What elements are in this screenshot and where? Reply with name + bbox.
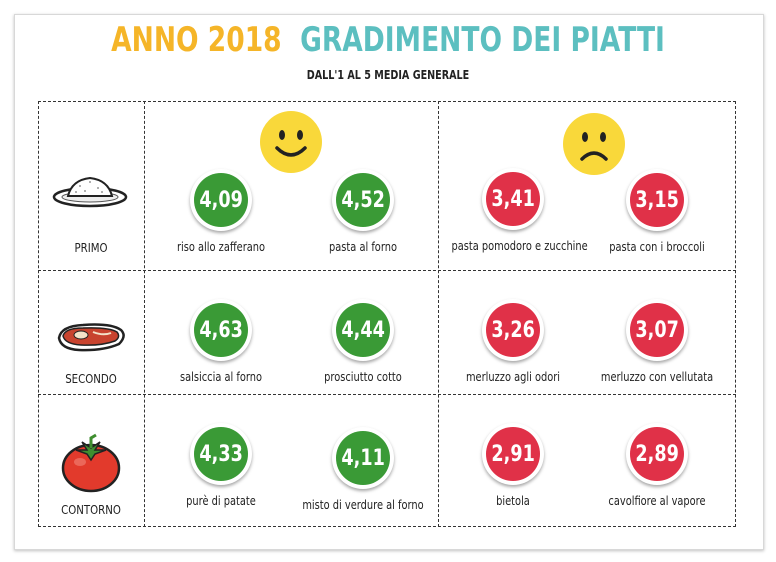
score-badge: 4,63 [190,299,252,361]
dish-name: salsiccia al forno [180,370,262,384]
dish-name: merluzzo agli odori [465,370,561,384]
dish-name: pasta pomodoro e zucchine [451,239,588,253]
grid-divider [38,270,736,271]
dish-cell: 4,44 prosciutto cotto [288,299,438,384]
happy-face-icon [260,111,322,173]
grid-divider [38,394,736,395]
dish-cell: 4,63 salsiccia al forno [146,299,296,384]
score-value: 2,91 [491,441,535,467]
score-badge: 3,07 [626,299,688,361]
dish-name: merluzzo con vellutata [600,370,714,384]
ratings-table [38,101,736,527]
dish-cell: 3,41 pasta pomodoro e zucchine [438,168,588,253]
score-value: 4,63 [199,317,243,343]
page-title: ANNO 2018 GRADIMENTO DEI PIATTI [85,20,690,60]
dish-name: cavolfiore al vapore [608,494,706,508]
score-value: 2,89 [635,441,679,467]
score-value: 4,44 [341,317,385,343]
dish-cell: 3,26 merluzzo agli odori [438,299,588,384]
score-badge: 4,44 [332,299,394,361]
dish-name: misto di verdure al forno [302,498,424,512]
score-value: 4,09 [199,187,243,213]
score-badge: 2,91 [482,423,544,485]
score-badge: 3,26 [482,299,544,361]
score-circle: 3,15 [630,173,684,227]
score-badge: 4,33 [190,423,252,485]
score-circle: 3,26 [486,303,540,357]
tomato-icon [61,433,121,493]
score-circle: 3,07 [630,303,684,357]
dish-cell: 4,11 misto di verdure al forno [288,427,438,512]
score-value: 3,15 [635,187,679,213]
score-circle: 2,89 [630,427,684,481]
score-badge: 4,11 [332,427,394,489]
grid-divider [144,101,145,527]
dish-name: purè di patate [186,494,256,508]
dish-cell: 4,33 purè di patate [146,423,296,508]
dish-name: riso allo zafferano [176,240,266,254]
score-circle: 4,52 [336,173,390,227]
dish-cell: 2,91 bietola [438,423,588,508]
category-label: SECONDO [65,372,117,386]
score-circle: 4,33 [194,427,248,481]
score-value: 3,41 [491,186,535,212]
score-value: 3,07 [635,317,679,343]
score-badge: 3,15 [626,169,688,231]
title-year: ANNO 2018 [111,20,282,60]
steak-icon [57,323,125,352]
dish-name: pasta al forno [329,240,397,254]
score-badge: 3,41 [482,168,544,230]
dish-name: pasta con i broccoli [609,240,705,254]
score-value: 4,33 [199,441,243,467]
score-circle: 4,11 [336,431,390,485]
score-circle: 4,44 [336,303,390,357]
score-circle: 4,63 [194,303,248,357]
score-badge: 2,89 [626,423,688,485]
score-circle: 4,09 [194,173,248,227]
score-circle: 3,41 [486,172,540,226]
score-value: 4,11 [341,445,385,471]
dish-cell: 3,07 merluzzo con vellutata [582,299,732,384]
category-label: PRIMO [74,241,108,255]
score-circle: 2,91 [486,427,540,481]
dish-cell: 4,09 riso allo zafferano [146,169,296,254]
subtitle: DALL'1 AL 5 MEDIA GENERALE [306,68,470,82]
sad-face-icon [563,113,625,175]
grid-divider [438,101,439,527]
dish-cell: 4,52 pasta al forno [288,169,438,254]
dish-name: bietola [496,494,530,508]
rice-plate-icon [52,176,128,208]
score-value: 4,52 [341,187,385,213]
score-badge: 4,09 [190,169,252,231]
dish-cell: 3,15 pasta con i broccoli [582,169,732,254]
category-label: CONTORNO [61,503,121,517]
score-badge: 4,52 [332,169,394,231]
title-main: GRADIMENTO DEI PIATTI [300,20,665,60]
dish-name: prosciutto cotto [324,370,402,384]
score-value: 3,26 [491,317,535,343]
dish-cell: 2,89 cavolfiore al vapore [582,423,732,508]
